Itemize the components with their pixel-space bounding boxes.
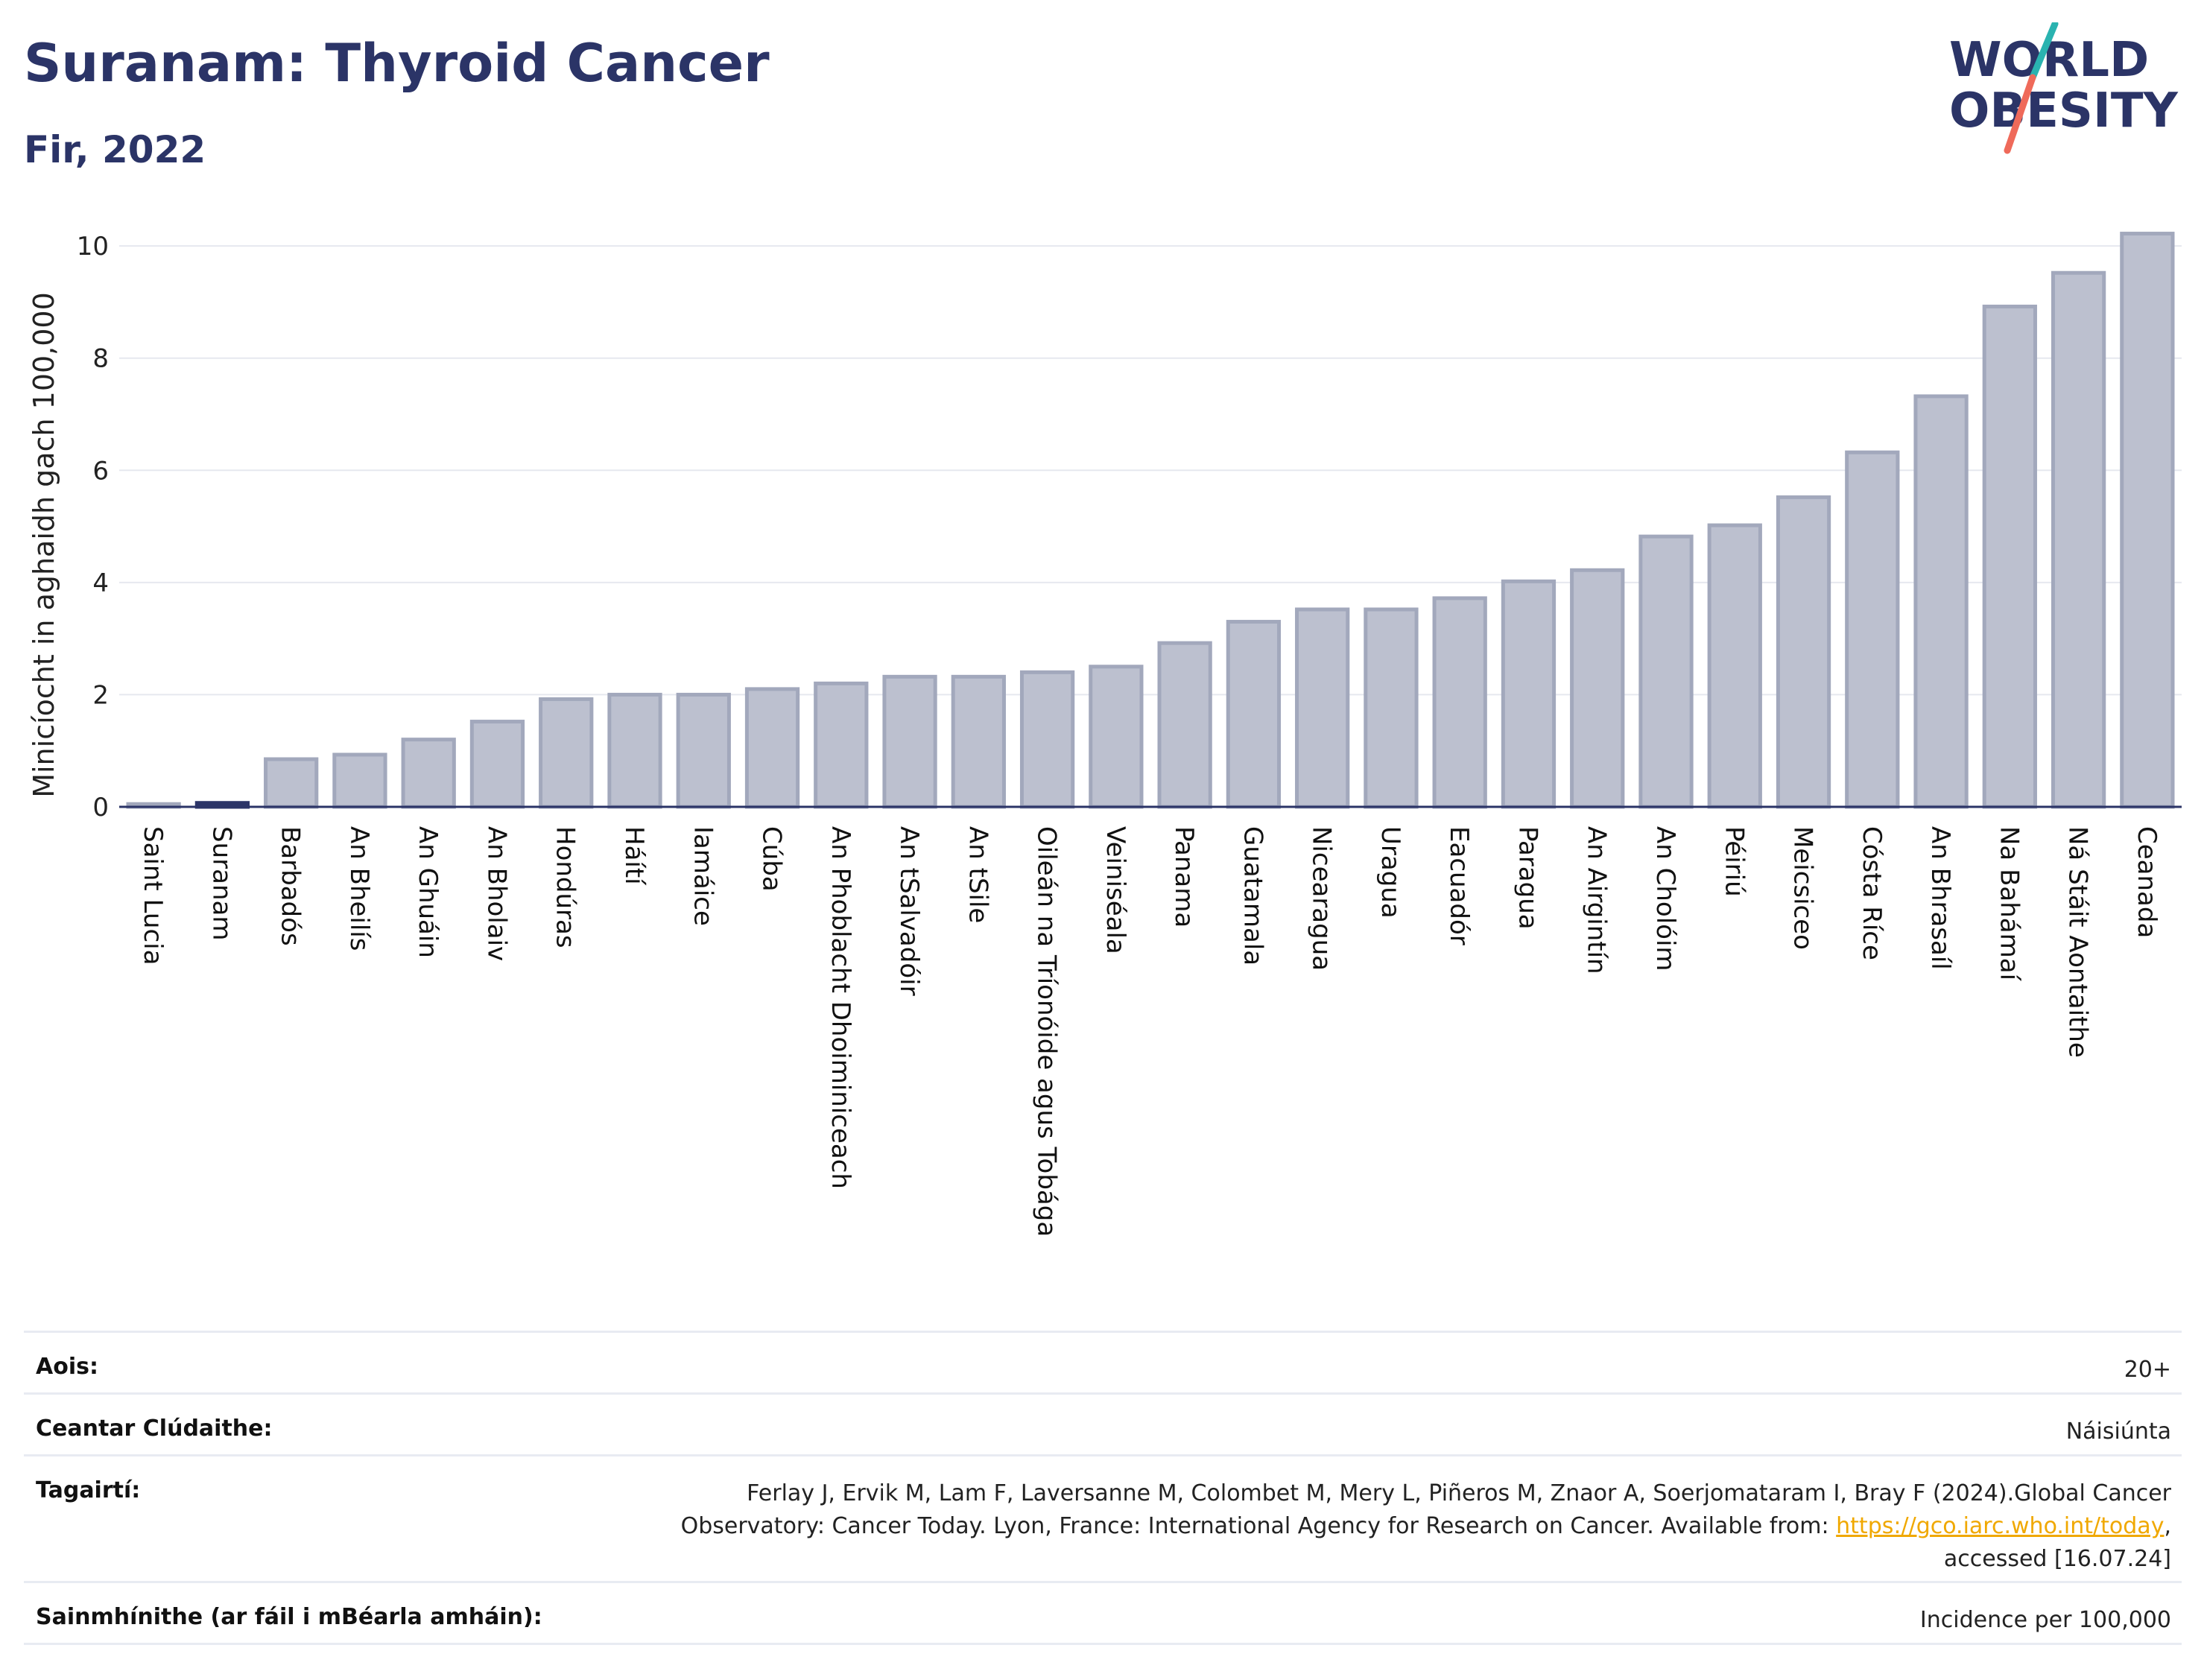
bar — [1845, 450, 1900, 809]
x-tick-label: Uragua — [1375, 826, 1405, 919]
x-tick-label: Ná Stáit Aontaithe — [2063, 826, 2093, 1058]
bar — [951, 674, 1006, 809]
bar — [1501, 579, 1557, 809]
y-tick-label: 8 — [92, 344, 109, 374]
bar — [676, 692, 731, 809]
x-tick-label: Hondúras — [551, 826, 580, 948]
x-tick-label: An tSile — [963, 826, 992, 923]
y-tick-label: 0 — [92, 793, 109, 822]
world-obesity-logo: WORLD OBESITY — [1949, 22, 2178, 154]
x-tick-label: Panama — [1169, 826, 1199, 928]
x-tick-label: Péiriú — [1719, 826, 1749, 897]
bar — [1157, 641, 1212, 809]
bar — [1226, 620, 1282, 809]
definitions-label: Sainmhínithe (ar fáil i mBéarla amháin): — [36, 1604, 542, 1630]
x-tick-label: Saint Lucia — [138, 826, 168, 965]
meta-row-definitions: Sainmhínithe (ar fáil i mBéarla amháin):… — [24, 1581, 2182, 1645]
bar — [1432, 596, 1487, 809]
x-tick-label: Meicsiceo — [1788, 826, 1818, 950]
references-text: Ferlay J, Ervik M, Lam F, Laversanne M, … — [680, 1480, 2171, 1539]
references-link[interactable]: https://gco.iarc.who.int/today — [1836, 1513, 2165, 1539]
bar — [264, 757, 319, 809]
metadata-table: Aois: 20+ Ceantar Clúdaithe: Náisiúnta T… — [24, 1331, 2182, 1645]
x-tick-label: Barbadós — [276, 826, 305, 946]
age-value: 20+ — [2124, 1357, 2171, 1383]
y-tick-label: 2 — [92, 680, 109, 710]
bar — [744, 687, 800, 809]
bar — [1982, 304, 2037, 809]
x-tick-label: An Ghuáin — [413, 826, 443, 958]
x-tick-label: Suranam — [206, 826, 236, 940]
references-tail: , accessed [16.07.24] — [1943, 1513, 2171, 1572]
bar — [1364, 607, 1419, 809]
references-label: Tagairtí: — [36, 1477, 141, 1503]
bar — [814, 681, 869, 809]
chart-subtitle: Fir, 2022 — [24, 128, 206, 171]
x-tick-label: Paragua — [1513, 826, 1542, 930]
x-tick-label: An Bholaiv — [481, 826, 511, 961]
meta-row-coverage: Ceantar Clúdaithe: Náisiúnta — [24, 1392, 2182, 1454]
x-tick-label: Cúba — [757, 826, 787, 892]
x-tick-label: Ceanada — [2132, 826, 2162, 938]
bar — [401, 738, 456, 809]
x-tick-label: Na Bahámaí — [1994, 826, 2024, 982]
x-tick-label: An Bhrasaíl — [1925, 826, 1955, 970]
bar — [1707, 523, 1762, 809]
age-label: Aois: — [36, 1354, 98, 1380]
logo-line-2: OBESITY — [1949, 83, 2178, 139]
x-tick-label: An tSalvadóir — [894, 826, 924, 996]
references-value: Ferlay J, Ervik M, Lam F, Laversanne M, … — [607, 1477, 2171, 1576]
x-tick-label: Iamáice — [688, 826, 718, 926]
bar-chart: 0 2 4 6 8 10 Minicíocht in aghaidh gach 100,00… — [28, 232, 2182, 1237]
x-tick-label: Eacuadór — [1444, 826, 1474, 945]
coverage-label: Ceantar Clúdaithe: — [36, 1416, 273, 1442]
meta-row-age: Aois: 20+ — [24, 1331, 2182, 1392]
y-tick-label: 6 — [92, 456, 109, 486]
logo-slash-bottom — [2004, 74, 2036, 154]
meta-row-references: Tagairtí: Ferlay J, Ervik M, Lam F, Lave… — [24, 1454, 2182, 1581]
x-tick-label: An Bheilís — [344, 826, 374, 951]
logo-slash-top — [2029, 22, 2059, 81]
coverage-value: Náisiúnta — [2065, 1419, 2171, 1445]
bar — [1776, 495, 1831, 809]
chart-title: Suranam: Thyroid Cancer — [24, 33, 770, 94]
x-tick-label: Veiniséala — [1101, 826, 1130, 954]
bar — [882, 674, 937, 809]
bar — [1019, 670, 1075, 809]
x-tick-label: Nicearagua — [1307, 826, 1337, 971]
bar — [607, 692, 662, 809]
x-tick-label: Cósta Ríce — [1857, 826, 1887, 960]
bar — [332, 752, 387, 809]
x-tick-label: An Phoblacht Dhoiminiceach — [826, 826, 855, 1189]
bar — [2051, 270, 2106, 809]
bar — [1295, 607, 1350, 809]
x-tick-label: Háítí — [619, 826, 649, 886]
bar — [1570, 568, 1625, 809]
x-tick-label: An Airgintín — [1582, 826, 1612, 974]
bar — [539, 697, 594, 809]
bar — [1089, 665, 1144, 809]
bar — [1638, 534, 1694, 809]
bar — [1913, 394, 1969, 809]
y-tick-label: 10 — [77, 232, 109, 261]
x-tick-label: Oileán na Tríonóide agus Tobága — [1032, 826, 1062, 1237]
y-axis-label: Minicíocht in aghaidh gach 100,000 — [28, 292, 60, 798]
y-tick-label: 4 — [92, 568, 109, 598]
x-tick-label: An Cholóim — [1650, 826, 1680, 971]
definitions-value: Incidence per 100,000 — [1919, 1607, 2171, 1633]
x-tick-label: Guatamala — [1238, 826, 1267, 966]
bar — [2120, 232, 2175, 809]
bar — [469, 720, 525, 809]
